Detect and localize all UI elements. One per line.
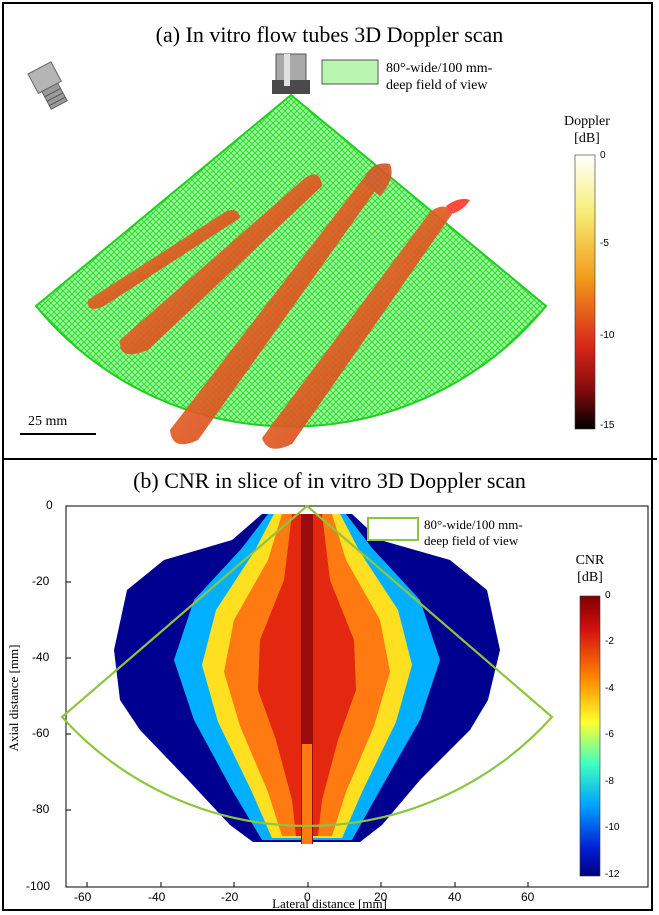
- doppler-tick-0: 0: [600, 150, 606, 161]
- x-tick-6: 60: [521, 890, 535, 904]
- x-tick-5: 40: [448, 890, 462, 904]
- cnr-tick-2: -4: [605, 683, 614, 694]
- fov-legend-text-a-line2: deep field of view: [386, 78, 488, 93]
- fov-legend-text-b-line1: 80°-wide/100 mm-: [424, 517, 523, 532]
- cnr-tick-0: 0: [605, 590, 611, 601]
- doppler-colorbar-title-2: [dB]: [574, 131, 600, 146]
- y-tick-2: -40: [32, 650, 50, 664]
- scale-bar-label: 25 mm: [28, 414, 68, 429]
- x-tick-1: -40: [148, 890, 166, 904]
- doppler-tick-1: -5: [600, 238, 609, 249]
- cnr-tick-3: -6: [605, 729, 614, 740]
- x-tick-0: -60: [74, 890, 92, 904]
- cnr-tick-6: -12: [605, 869, 620, 880]
- cnr-axis-ticks: [66, 505, 529, 888]
- fov-sector-a: [34, 93, 548, 428]
- cnr-colorbar-title-2: [dB]: [577, 570, 603, 585]
- y-tick-3: -60: [32, 726, 50, 740]
- fov-legend-text-b-line2: deep field of view: [424, 533, 519, 548]
- flow-tubes: [87, 163, 470, 449]
- y-tick-1: -20: [32, 574, 50, 588]
- fov-outline-b: [60, 504, 554, 827]
- cnr-colorbar: [579, 595, 601, 877]
- doppler-tick-2: -10: [600, 330, 615, 341]
- doppler-colorbar: [574, 154, 596, 430]
- y-tick-4: -80: [32, 802, 50, 816]
- panel-b-title: (b) CNR in slice of in vitro 3D Doppler …: [133, 468, 526, 493]
- doppler-tick-3: -15: [600, 420, 615, 431]
- y-tick-0: 0: [46, 498, 53, 512]
- transducer-side-icon: [27, 61, 68, 110]
- cnr-colorbar-title-1: CNR: [575, 553, 605, 568]
- cnr-tick-5: -10: [605, 822, 620, 833]
- y-tick-5: -100: [26, 879, 51, 893]
- x-axis-label: Lateral distance [mm]: [272, 896, 387, 911]
- x-tick-3: 0: [304, 890, 311, 904]
- panel-a-title: (a) In vitro flow tubes 3D Doppler scan: [155, 22, 504, 47]
- fov-legend-text-a-line1: 80°-wide/100 mm-: [386, 61, 493, 76]
- fov-legend-swatch-b: [367, 517, 419, 541]
- transducer-icon: [272, 53, 310, 94]
- doppler-colorbar-title-1: Doppler: [564, 114, 610, 129]
- x-tick-4: 20: [374, 890, 388, 904]
- fov-legend-swatch-a: [321, 59, 379, 85]
- x-tick-2: -20: [221, 890, 239, 904]
- panel-divider: [2, 458, 657, 460]
- cnr-tick-4: -8: [605, 776, 614, 787]
- cnr-tick-1: -2: [605, 636, 614, 647]
- y-axis-label: Axial distance [mm]: [6, 644, 21, 752]
